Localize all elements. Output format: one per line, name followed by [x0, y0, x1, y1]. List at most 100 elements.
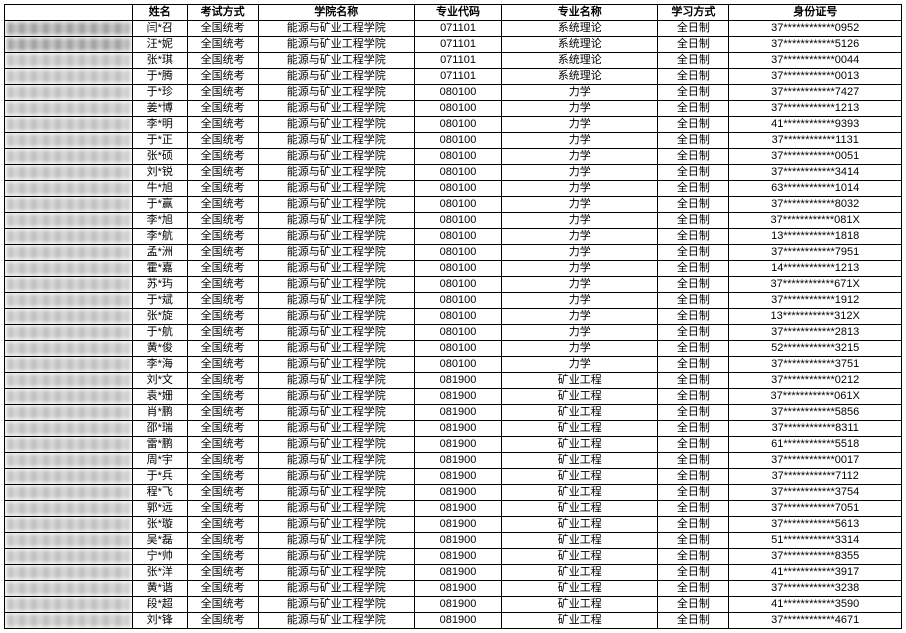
cell-study-mode: 全日制 — [658, 133, 729, 149]
cell-major-name: 系统理论 — [502, 69, 658, 85]
cell-college: 能源与矿业工程学院 — [258, 549, 414, 565]
cell-index: 10 — [5, 53, 133, 69]
cell-college: 能源与矿业工程学院 — [258, 453, 414, 469]
cell-id-number: 41************3917 — [729, 565, 902, 581]
cell-index: 1042 — [5, 597, 133, 613]
cell-index: 104 — [5, 565, 133, 581]
cell-index: 102 — [5, 293, 133, 309]
cell-id-number: 37************0051 — [729, 149, 902, 165]
table-row: 106牛*旭全国统考能源与矿业工程学院080100力学全日制63********… — [5, 181, 902, 197]
cell-major-code: 081900 — [414, 373, 501, 389]
cell-id-number: 37************061X — [729, 389, 902, 405]
cell-study-mode: 全日制 — [658, 293, 729, 309]
cell-index: 10 — [5, 117, 133, 133]
cell-exam: 全国统考 — [187, 293, 258, 309]
cell-study-mode: 全日制 — [658, 117, 729, 133]
col-header-id-number: 身份证号 — [729, 5, 902, 21]
cell-name: 汪*妮 — [132, 37, 187, 53]
cell-major-name: 矿业工程 — [502, 405, 658, 421]
cell-major-code: 081900 — [414, 517, 501, 533]
cell-study-mode: 全日制 — [658, 277, 729, 293]
cell-index: 102 — [5, 229, 133, 245]
cell-exam: 全国统考 — [187, 149, 258, 165]
cell-exam: 全国统考 — [187, 277, 258, 293]
cell-name: 程*飞 — [132, 485, 187, 501]
cell-college: 能源与矿业工程学院 — [258, 213, 414, 229]
cell-college: 能源与矿业工程学院 — [258, 197, 414, 213]
cell-exam: 全国统考 — [187, 453, 258, 469]
table-row: 101霍*嘉全国统考能源与矿业工程学院080100力学全日制14********… — [5, 261, 902, 277]
cell-major-code: 071101 — [414, 37, 501, 53]
table-row: 104张*洋全国统考能源与矿业工程学院081900矿业工程全日制41******… — [5, 565, 902, 581]
cell-id-number: 37************3754 — [729, 485, 902, 501]
cell-exam: 全国统考 — [187, 597, 258, 613]
cell-exam: 全国统考 — [187, 517, 258, 533]
table-row: 1042黄*谐全国统考能源与矿业工程学院081900矿业工程全日制37*****… — [5, 581, 902, 597]
cell-major-name: 系统理论 — [502, 53, 658, 69]
cell-major-code: 080100 — [414, 277, 501, 293]
cell-id-number: 52************3215 — [729, 341, 902, 357]
cell-index: 101 — [5, 261, 133, 277]
cell-id-number: 51************3314 — [729, 533, 902, 549]
cell-name: 霍*嘉 — [132, 261, 187, 277]
cell-major-code: 071101 — [414, 69, 501, 85]
cell-name: 于*兵 — [132, 469, 187, 485]
cell-study-mode: 全日制 — [658, 437, 729, 453]
cell-major-code: 081900 — [414, 613, 501, 629]
cell-index: 104 — [5, 69, 133, 85]
cell-name: 姜*博 — [132, 101, 187, 117]
cell-exam: 全国统考 — [187, 389, 258, 405]
cell-exam: 全国统考 — [187, 229, 258, 245]
cell-college: 能源与矿业工程学院 — [258, 357, 414, 373]
cell-study-mode: 全日制 — [658, 53, 729, 69]
col-header-index — [5, 5, 133, 21]
cell-major-name: 力学 — [502, 197, 658, 213]
cell-college: 能源与矿业工程学院 — [258, 21, 414, 37]
cell-study-mode: 全日制 — [658, 597, 729, 613]
table-row: 102于*赢全国统考能源与矿业工程学院080100力学全日制37********… — [5, 197, 902, 213]
cell-study-mode: 全日制 — [658, 325, 729, 341]
cell-index: 10 — [5, 101, 133, 117]
cell-college: 能源与矿业工程学院 — [258, 501, 414, 517]
cell-college: 能源与矿业工程学院 — [258, 613, 414, 629]
cell-id-number: 37************1131 — [729, 133, 902, 149]
cell-index: 104 — [5, 517, 133, 533]
table-row: 10肖*鹏全国统考能源与矿业工程学院081900矿业工程全日制37*******… — [5, 405, 902, 421]
cell-exam: 全国统考 — [187, 181, 258, 197]
cell-study-mode: 全日制 — [658, 549, 729, 565]
cell-id-number: 37************5613 — [729, 517, 902, 533]
cell-college: 能源与矿业工程学院 — [258, 85, 414, 101]
cell-id-number: 37************8032 — [729, 197, 902, 213]
cell-study-mode: 全日制 — [658, 101, 729, 117]
cell-name: 牛*旭 — [132, 181, 187, 197]
table-row: 10刘*文全国统考能源与矿业工程学院081900矿业工程全日制37*******… — [5, 373, 902, 389]
cell-name: 郭*远 — [132, 501, 187, 517]
table-row: 10李*海全国统考能源与矿业工程学院080100力学全日制37*********… — [5, 357, 902, 373]
cell-major-name: 矿业工程 — [502, 597, 658, 613]
table-row: 10袁*姗全国统考能源与矿业工程学院081900矿业工程全日制37*******… — [5, 389, 902, 405]
cell-name: 雷*鹏 — [132, 437, 187, 453]
cell-major-name: 矿业工程 — [502, 469, 658, 485]
cell-college: 能源与矿业工程学院 — [258, 293, 414, 309]
cell-major-code: 081900 — [414, 469, 501, 485]
cell-index: 104 — [5, 469, 133, 485]
cell-study-mode: 全日制 — [658, 165, 729, 181]
cell-exam: 全国统考 — [187, 613, 258, 629]
cell-major-code: 081900 — [414, 453, 501, 469]
cell-index: 10 — [5, 133, 133, 149]
table-header-row: 姓名 考试方式 学院名称 专业代码 专业名称 学习方式 身份证号 — [5, 5, 902, 21]
cell-id-number: 61************5518 — [729, 437, 902, 453]
cell-name: 吴*磊 — [132, 533, 187, 549]
table-row: 10张*琪全国统考能源与矿业工程学院071101系统理论全日制37*******… — [5, 53, 902, 69]
table-row: 10424刘*锋全国统考能源与矿业工程学院081900矿业工程全日制37****… — [5, 613, 902, 629]
cell-exam: 全国统考 — [187, 485, 258, 501]
cell-name: 张*洋 — [132, 565, 187, 581]
cell-major-name: 力学 — [502, 133, 658, 149]
cell-major-code: 080100 — [414, 341, 501, 357]
cell-name: 刘*锋 — [132, 613, 187, 629]
cell-id-number: 37************081X — [729, 213, 902, 229]
cell-college: 能源与矿业工程学院 — [258, 421, 414, 437]
cell-name: 刘*锐 — [132, 165, 187, 181]
cell-major-name: 力学 — [502, 117, 658, 133]
cell-name: 段*超 — [132, 597, 187, 613]
